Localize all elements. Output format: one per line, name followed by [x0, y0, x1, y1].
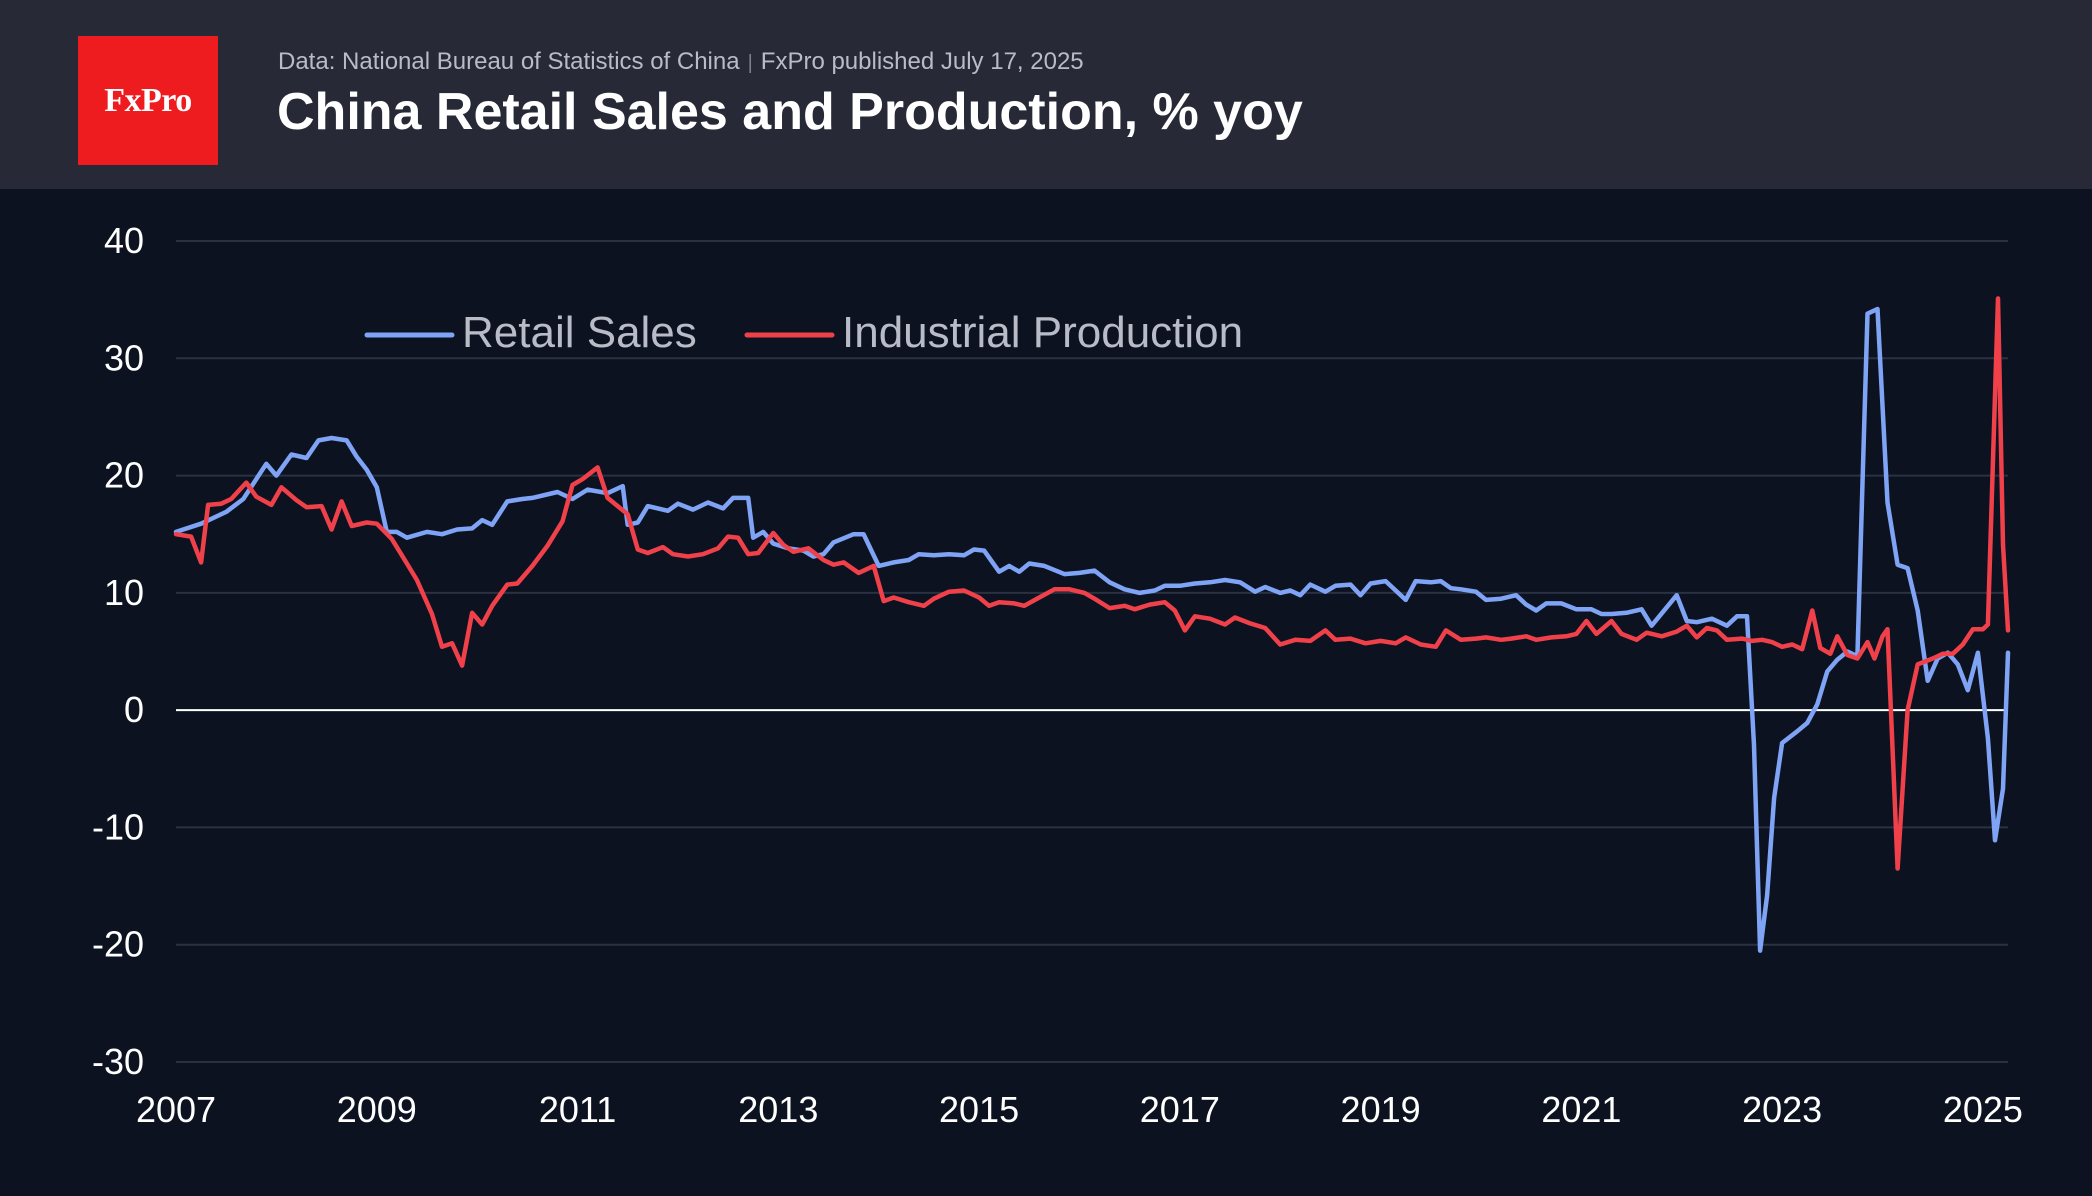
x-tick-label: 2013	[738, 1089, 818, 1130]
y-axis-tick-labels: 40 30 20 10 0 -10 -20 -30	[92, 220, 144, 1082]
y-tick-label: 40	[104, 220, 144, 261]
legend-label-industrial-production: Industrial Production	[842, 308, 1243, 357]
y-tick-label: -20	[92, 924, 144, 965]
x-tick-label: 2023	[1742, 1089, 1822, 1130]
x-tick-label: 2019	[1341, 1089, 1421, 1130]
legend-label-retail-sales: Retail Sales	[462, 308, 697, 357]
y-tick-label: 20	[104, 455, 144, 496]
source-line: Data: National Bureau of Statistics of C…	[278, 48, 1084, 76]
x-tick-label: 2015	[939, 1089, 1019, 1130]
page-title: China Retail Sales and Production, % yoy	[277, 83, 1303, 141]
industrial-production-line	[173, 296, 2011, 871]
x-tick-label: 2011	[539, 1089, 616, 1130]
x-tick-label: 2017	[1140, 1089, 1220, 1130]
y-tick-label: -10	[92, 806, 144, 847]
y-tick-label: 10	[104, 572, 144, 613]
x-tick-label: 2021	[1541, 1089, 1621, 1130]
separator-icon: |	[747, 52, 753, 74]
x-axis-tick-labels: 2007 2009 2011 2013 2015 2017 2019 2021 2023 2025	[136, 1089, 2023, 1130]
legend: Retail Sales Industrial Production	[364, 308, 1243, 357]
series-lines	[173, 296, 2011, 953]
data-source-text: Data: National Bureau of Statistics of C…	[278, 48, 740, 75]
logo-text: FxPro	[104, 81, 192, 119]
grid-lines	[176, 240, 2008, 1063]
y-tick-label: -30	[92, 1041, 144, 1082]
x-tick-label: 2025	[1943, 1089, 2023, 1130]
header-bar: FxPro Data: National Bureau of Statistic…	[0, 0, 2092, 189]
x-tick-label: 2009	[337, 1089, 417, 1130]
y-tick-label: 30	[104, 337, 144, 378]
published-text: FxPro published July 17, 2025	[760, 48, 1084, 75]
fxpro-logo: FxPro	[78, 36, 218, 165]
x-tick-label: 2007	[136, 1089, 216, 1130]
y-tick-label: 0	[124, 689, 144, 730]
retail-sales-line	[173, 306, 2011, 953]
